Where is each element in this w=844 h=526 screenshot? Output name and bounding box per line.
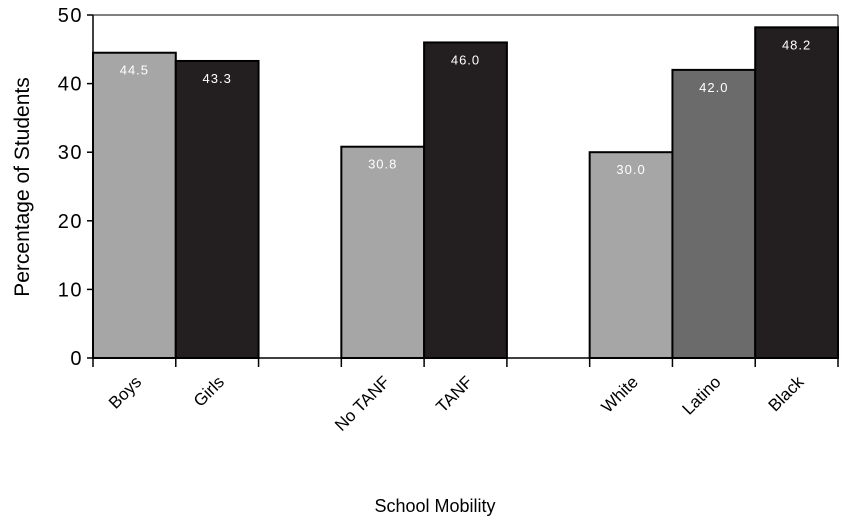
y-tick-label: 30 — [58, 142, 83, 164]
data-label-no-tanf: 30.8 — [368, 157, 397, 172]
x-category-label-no-tanf: No TANF — [331, 372, 393, 434]
bar-no-tanf — [340, 145, 426, 359]
y-tick-label: 50 — [58, 5, 83, 27]
y-tick-label: 40 — [58, 74, 83, 96]
x-category-label-girls: Girls — [190, 372, 228, 410]
x-category-label-latino: Latino — [678, 372, 724, 418]
y-tick-label: 0 — [70, 348, 83, 370]
data-label-tanf: 46.0 — [451, 52, 480, 67]
bar-black — [754, 26, 840, 360]
x-category-label-boys: Boys — [105, 372, 145, 412]
bar-boys — [92, 51, 177, 359]
data-label-girls: 43.3 — [203, 71, 232, 86]
x-category-label-white: White — [598, 372, 642, 416]
bar-tanf — [423, 41, 508, 359]
data-label-latino: 42.0 — [699, 80, 728, 95]
axes — [87, 14, 839, 367]
bar-white — [588, 151, 674, 359]
x-category-label-black: Black — [765, 372, 808, 415]
data-label-white: 30.0 — [616, 162, 645, 177]
data-label-boys: 44.5 — [120, 63, 149, 78]
y-tick-label: 10 — [58, 279, 83, 301]
bars — [92, 26, 840, 360]
y-tick-label: 20 — [58, 211, 83, 233]
bar-girls — [174, 59, 260, 359]
bar-latino — [671, 68, 757, 359]
x-axis-title: School Mobility — [374, 496, 495, 516]
data-label-black: 48.2 — [782, 37, 811, 52]
y-axis-title: Percentage of Students — [11, 77, 34, 297]
x-category-label-tanf: TANF — [432, 372, 476, 416]
